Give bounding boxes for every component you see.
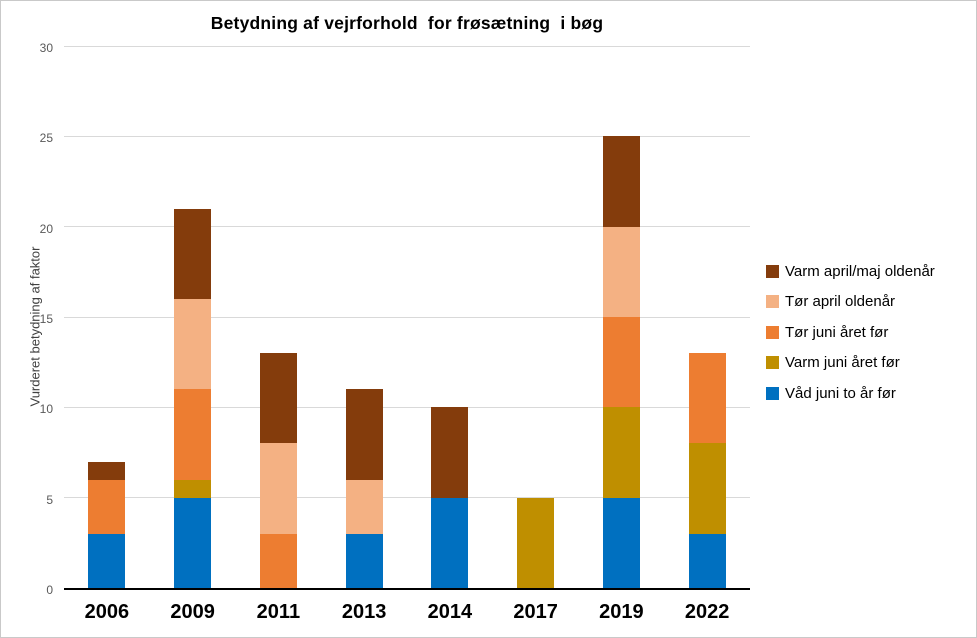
bar-segment xyxy=(431,407,469,498)
chart-title: Betydning af vejrforhold for frøsætning … xyxy=(210,13,604,33)
legend-swatch xyxy=(766,264,779,278)
legend-item: Våd juni to år før xyxy=(766,384,935,402)
y-tick-label: 15 xyxy=(39,312,53,326)
bar-segment xyxy=(688,353,726,444)
x-tick-label: 2022 xyxy=(684,601,730,623)
bar-segment xyxy=(602,407,640,498)
legend-swatch xyxy=(766,386,779,400)
bar-segment xyxy=(602,136,640,227)
legend-item-label: Varm juni året før xyxy=(785,354,900,371)
x-tick-label: 2014 xyxy=(427,601,473,623)
bar-segment xyxy=(88,533,126,588)
y-tick-label: 20 xyxy=(39,221,53,236)
bar-segment xyxy=(88,479,126,534)
bar-segment xyxy=(259,443,297,534)
legend-swatch xyxy=(766,295,779,308)
bar-segment xyxy=(345,389,383,480)
bar-segment xyxy=(602,226,640,317)
bar-segment xyxy=(688,443,726,534)
y-tick-label: 30 xyxy=(39,41,53,55)
x-tick-label: 2011 xyxy=(256,601,301,623)
bar-segment xyxy=(174,298,212,390)
legend-item: Varm april/maj oldenår xyxy=(766,262,935,280)
y-tick-label: 25 xyxy=(39,131,53,146)
bar-segment xyxy=(259,533,297,588)
bar-segment xyxy=(688,533,726,588)
bar-segment xyxy=(174,479,212,498)
gridline xyxy=(64,316,750,318)
legend-item: Tør juni året før xyxy=(766,323,935,341)
bar-segment xyxy=(345,479,383,534)
gridline xyxy=(64,226,750,228)
x-tick-label: 2013 xyxy=(341,601,387,623)
legend-item: Tør april oldenår xyxy=(766,293,935,310)
x-tick-label: 2019 xyxy=(599,601,644,623)
legend-item-label: Varm april/maj oldenår xyxy=(785,262,935,280)
x-tick-label: 2009 xyxy=(170,601,215,623)
bar-segment xyxy=(602,497,640,588)
plot-area xyxy=(64,45,750,590)
bar-segment xyxy=(174,208,212,299)
bar-segment xyxy=(431,497,469,588)
y-tick-label: 0 xyxy=(46,583,53,597)
gridline xyxy=(64,135,750,137)
gridline xyxy=(64,497,750,499)
bar-segment xyxy=(259,353,297,444)
bar-segment xyxy=(174,389,212,480)
legend-swatch xyxy=(766,356,779,369)
legend-item: Varm juni året før xyxy=(766,354,935,371)
bar-segment xyxy=(602,317,640,408)
y-tick-label: 5 xyxy=(46,492,53,507)
gridline xyxy=(64,45,750,47)
bar-segment xyxy=(174,497,212,588)
bar-segment xyxy=(88,461,126,480)
legend-item-label: Tør juni året før xyxy=(785,323,889,341)
legend-item-label: Våd juni to år før xyxy=(785,384,896,402)
bar-segment xyxy=(345,533,383,588)
legend-item-label: Tør april oldenår xyxy=(785,293,896,310)
legend-swatch xyxy=(766,325,779,339)
x-tick-label: 2006 xyxy=(84,601,130,623)
legend: Varm april/maj oldenår Tør april oldenår T… xyxy=(766,262,935,417)
gridline xyxy=(64,406,750,408)
y-tick-label: 10 xyxy=(39,402,53,417)
x-tick-label: 2017 xyxy=(513,601,558,623)
bar-segment xyxy=(517,497,555,588)
